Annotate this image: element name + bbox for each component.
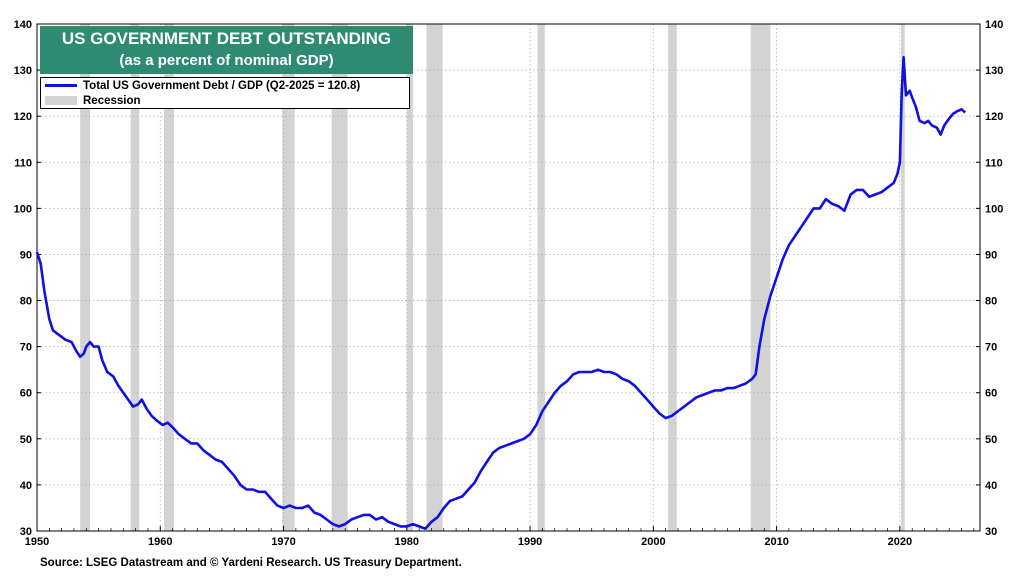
recession-band-5 bbox=[406, 24, 413, 531]
recession-band-8 bbox=[668, 24, 677, 531]
y-tick-label-left-130: 130 bbox=[14, 65, 32, 77]
chart-title-box: US GOVERNMENT DEBT OUTSTANDING (as a per… bbox=[40, 26, 413, 74]
y-tick-label-left-120: 120 bbox=[14, 111, 32, 123]
y-axis-left-ticks: 30 40 50 60 70 80 90 100 110 120 130 140 bbox=[14, 19, 41, 538]
legend-label-recession: Recession bbox=[83, 94, 141, 107]
recession-band-1 bbox=[130, 24, 140, 531]
plot-frame bbox=[36, 23, 981, 532]
x-axis-ticks: 1950 1960 1970 1980 1990 2000 2010 2020 bbox=[25, 526, 975, 548]
y-tick-label-left-50: 50 bbox=[20, 434, 32, 446]
y-tick-label-left-110: 110 bbox=[14, 157, 32, 169]
recession-band-10 bbox=[901, 24, 905, 531]
x-tick-label-2000: 2000 bbox=[641, 536, 665, 548]
y-tick-label-right-70: 70 bbox=[985, 342, 997, 354]
y-tick-label-right-50: 50 bbox=[985, 434, 997, 446]
y-tick-label-right-90: 90 bbox=[985, 249, 997, 261]
y-tick-label-right-80: 80 bbox=[985, 296, 997, 308]
legend-swatch-recession bbox=[45, 96, 77, 105]
recession-band-4 bbox=[331, 24, 348, 531]
y-tick-label-left-80: 80 bbox=[20, 296, 32, 308]
y-tick-label-right-40: 40 bbox=[985, 480, 997, 492]
recession-band-2 bbox=[163, 24, 174, 531]
legend: Total US Government Debt / GDP (Q2-2025 … bbox=[40, 77, 410, 109]
x-tick-label-1970: 1970 bbox=[271, 536, 295, 548]
x-tick-label-2020: 2020 bbox=[888, 536, 912, 548]
y-tick-label-right-120: 120 bbox=[985, 111, 1003, 123]
recession-band-0 bbox=[80, 24, 91, 531]
recession-bands bbox=[80, 24, 905, 531]
x-tick-label-1950: 1950 bbox=[25, 536, 49, 548]
recession-band-3 bbox=[282, 24, 295, 531]
x-tick-label-1960: 1960 bbox=[148, 536, 172, 548]
y-tick-label-right-60: 60 bbox=[985, 388, 997, 400]
y-tick-label-left-90: 90 bbox=[20, 249, 32, 261]
x-tick-label-2010: 2010 bbox=[764, 536, 788, 548]
recession-band-6 bbox=[426, 24, 443, 531]
y-axis-right-ticks: 30 40 50 60 70 80 90 100 110 120 130 140 bbox=[976, 19, 1003, 538]
y-tick-label-right-30: 30 bbox=[985, 526, 997, 538]
recession-band-9 bbox=[750, 24, 771, 531]
recession-band-7 bbox=[537, 24, 545, 531]
chart-subtitle: (as a percent of nominal GDP) bbox=[119, 52, 334, 69]
legend-swatch-series bbox=[45, 84, 77, 87]
x-tick-label-1990: 1990 bbox=[518, 536, 542, 548]
y-tick-label-left-70: 70 bbox=[20, 342, 32, 354]
y-tick-label-left-140: 140 bbox=[14, 19, 32, 31]
y-tick-label-right-110: 110 bbox=[985, 157, 1003, 169]
y-tick-label-left-60: 60 bbox=[20, 388, 32, 400]
legend-item-series: Total US Government Debt / GDP (Q2-2025 … bbox=[41, 78, 409, 93]
y-tick-label-left-100: 100 bbox=[14, 203, 32, 215]
y-tick-label-right-140: 140 bbox=[985, 19, 1003, 31]
y-tick-label-right-130: 130 bbox=[985, 65, 1003, 77]
chart-title: US GOVERNMENT DEBT OUTSTANDING bbox=[61, 29, 392, 48]
source-note: Source: LSEG Datastream and © Yardeni Re… bbox=[40, 557, 462, 569]
x-tick-label-1980: 1980 bbox=[395, 536, 419, 548]
series-line-debt-to-gdp bbox=[35, 55, 967, 530]
y-tick-label-left-30: 30 bbox=[20, 526, 32, 538]
legend-label-series: Total US Government Debt / GDP (Q2-2025 … bbox=[83, 79, 361, 92]
y-tick-label-right-100: 100 bbox=[985, 203, 1003, 215]
y-tick-label-left-40: 40 bbox=[20, 480, 32, 492]
legend-item-recession: Recession bbox=[41, 93, 409, 108]
